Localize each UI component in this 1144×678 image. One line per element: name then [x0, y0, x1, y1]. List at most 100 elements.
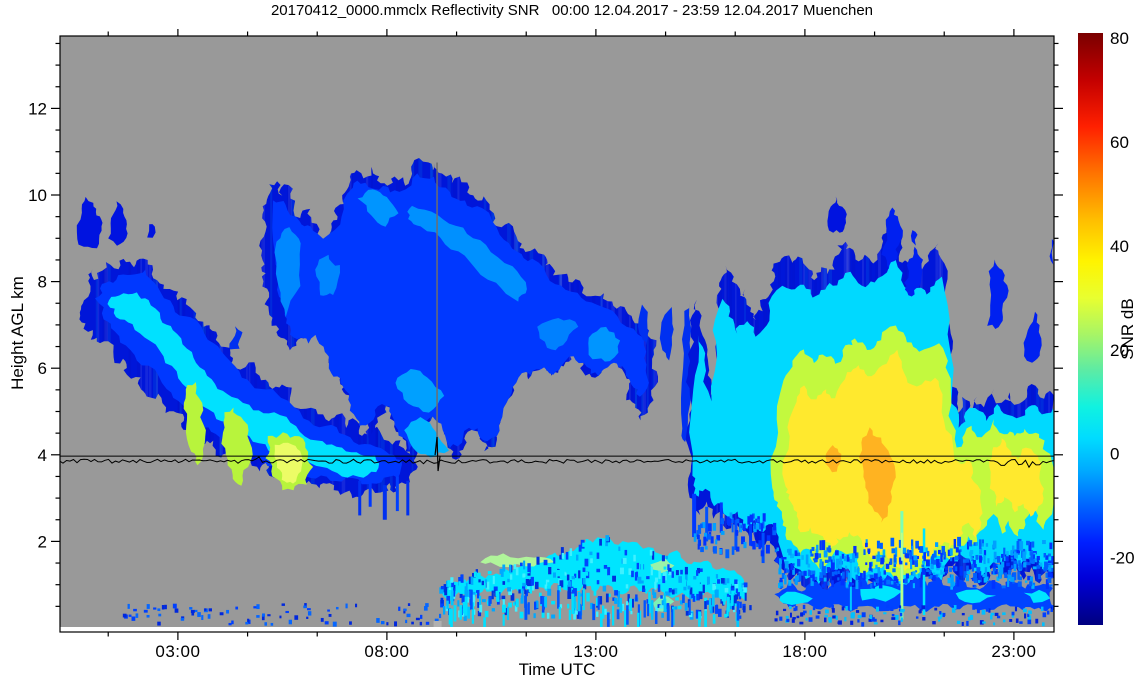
speckle — [576, 554, 579, 561]
texture-streak — [145, 258, 149, 499]
speckle — [481, 599, 486, 603]
speckle — [726, 578, 730, 584]
speckle — [992, 540, 997, 549]
speckle — [996, 615, 1001, 619]
speckle — [527, 563, 531, 573]
speckle — [699, 568, 703, 572]
speckle — [1051, 556, 1054, 562]
speckles-bottom-right-body — [774, 604, 1054, 627]
speckle — [481, 580, 484, 586]
echo-region-float-patch-6 — [1049, 239, 1054, 265]
texture-streak — [1048, 217, 1050, 598]
speckle — [661, 612, 664, 618]
speckle — [810, 553, 814, 557]
speckle — [878, 571, 881, 576]
speckle — [971, 563, 974, 572]
speckle — [1043, 553, 1047, 558]
speckle — [954, 555, 959, 560]
speckle — [841, 606, 845, 611]
speckle — [128, 614, 132, 617]
speckle — [993, 551, 997, 558]
speckle — [577, 591, 581, 612]
speckle — [696, 567, 701, 574]
speckle — [846, 554, 849, 559]
speckle — [932, 553, 935, 559]
speckle — [1033, 552, 1037, 555]
speckle — [663, 566, 667, 570]
speckle — [1007, 578, 1010, 587]
texture-streak — [1025, 217, 1028, 598]
speckle — [157, 621, 161, 626]
speckle — [574, 573, 577, 578]
speckle — [522, 574, 525, 578]
speckle — [738, 601, 742, 609]
speckle — [882, 555, 886, 558]
speckle — [538, 592, 542, 597]
speckle — [696, 570, 699, 576]
speckle — [658, 570, 661, 579]
speckle — [704, 546, 708, 550]
speckle — [731, 546, 735, 555]
speckle — [899, 612, 903, 617]
speckle — [1024, 580, 1028, 583]
speckle — [851, 612, 855, 617]
texture-streak — [148, 258, 152, 499]
speckle — [559, 580, 564, 588]
speckle — [439, 587, 444, 594]
speckle — [678, 576, 682, 583]
speckle — [434, 618, 439, 623]
speckle — [526, 586, 531, 590]
speckle — [950, 577, 954, 588]
speckle — [696, 530, 699, 537]
speckle — [754, 524, 758, 529]
speckle — [983, 554, 986, 565]
speckle — [394, 621, 398, 627]
speckle — [405, 619, 408, 624]
speckle — [264, 622, 268, 626]
speckle — [965, 574, 970, 582]
speckle — [720, 599, 724, 604]
speckle — [660, 595, 663, 599]
speckle — [571, 593, 575, 615]
speckle — [496, 593, 500, 602]
speckle — [281, 603, 285, 606]
speckle — [912, 571, 916, 576]
speckle — [1031, 541, 1035, 548]
speckle — [893, 562, 897, 568]
speckle — [953, 539, 957, 549]
noise-line-jitter — [60, 456, 1054, 469]
echo-region-left-cloud-cyan — [107, 292, 380, 478]
speckle — [650, 566, 653, 576]
speckle — [828, 617, 832, 621]
speckle — [875, 606, 880, 612]
speckle — [985, 543, 989, 547]
speckle — [1048, 564, 1052, 573]
speckle — [1003, 547, 1006, 557]
echo-region-left-upper-dot — [147, 224, 156, 238]
speckle — [1031, 584, 1035, 589]
speckle — [713, 546, 717, 554]
speckle — [949, 567, 952, 572]
speckle — [910, 559, 913, 570]
speckle — [1045, 579, 1049, 589]
echo-region-float-patch-2 — [881, 207, 903, 270]
speckle — [654, 581, 657, 590]
speckle — [403, 608, 407, 612]
speckle — [270, 622, 274, 626]
speckle — [712, 614, 716, 624]
speckle — [174, 608, 179, 613]
speckle — [1016, 541, 1020, 550]
speckle — [876, 540, 880, 549]
speckle — [605, 539, 608, 547]
speckle — [821, 540, 826, 551]
speckle — [613, 557, 617, 562]
echo-region-mid-cloud-streak-5 — [537, 318, 579, 351]
speckle — [448, 608, 452, 625]
speckle — [440, 597, 444, 604]
speckle — [915, 540, 919, 549]
speckle — [689, 590, 692, 600]
speckle — [740, 587, 743, 593]
speckle — [812, 607, 816, 611]
speckle — [582, 578, 586, 585]
